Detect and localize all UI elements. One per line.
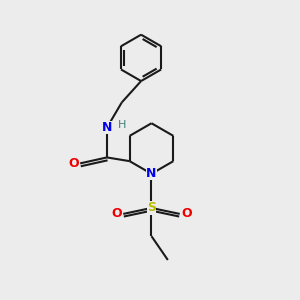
Text: O: O	[111, 207, 122, 220]
Text: S: S	[147, 202, 156, 214]
Text: O: O	[68, 157, 79, 170]
Text: H: H	[118, 120, 127, 130]
Text: N: N	[102, 121, 112, 134]
Text: N: N	[146, 167, 157, 180]
Text: O: O	[181, 207, 192, 220]
